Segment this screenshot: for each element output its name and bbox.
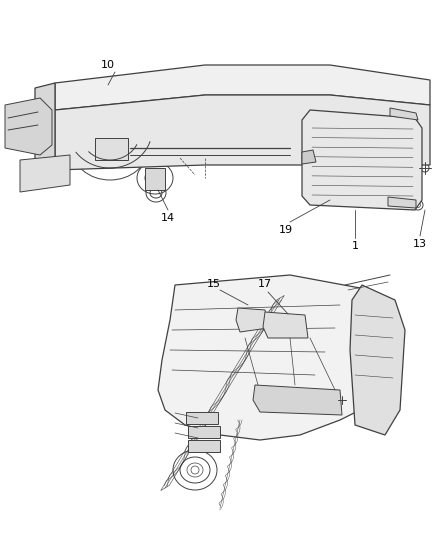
Polygon shape [187, 440, 219, 452]
Polygon shape [301, 150, 315, 164]
Polygon shape [145, 168, 165, 190]
Text: 15: 15 [207, 279, 220, 289]
Polygon shape [95, 138, 128, 160]
Polygon shape [387, 197, 415, 208]
Polygon shape [236, 308, 267, 332]
Polygon shape [389, 108, 417, 120]
Text: 14: 14 [161, 213, 175, 223]
Text: 19: 19 [278, 225, 293, 235]
Text: 10: 10 [101, 60, 115, 70]
Polygon shape [5, 98, 52, 155]
Text: 1: 1 [351, 241, 358, 251]
Polygon shape [186, 412, 218, 424]
Polygon shape [55, 95, 429, 170]
Polygon shape [262, 312, 307, 338]
Polygon shape [20, 155, 70, 192]
Polygon shape [55, 65, 429, 110]
Polygon shape [187, 426, 219, 438]
Polygon shape [158, 275, 399, 440]
Polygon shape [35, 83, 55, 178]
Polygon shape [252, 385, 341, 415]
Polygon shape [349, 285, 404, 435]
Text: 13: 13 [412, 239, 426, 249]
Polygon shape [301, 110, 421, 210]
Text: 17: 17 [258, 279, 272, 289]
